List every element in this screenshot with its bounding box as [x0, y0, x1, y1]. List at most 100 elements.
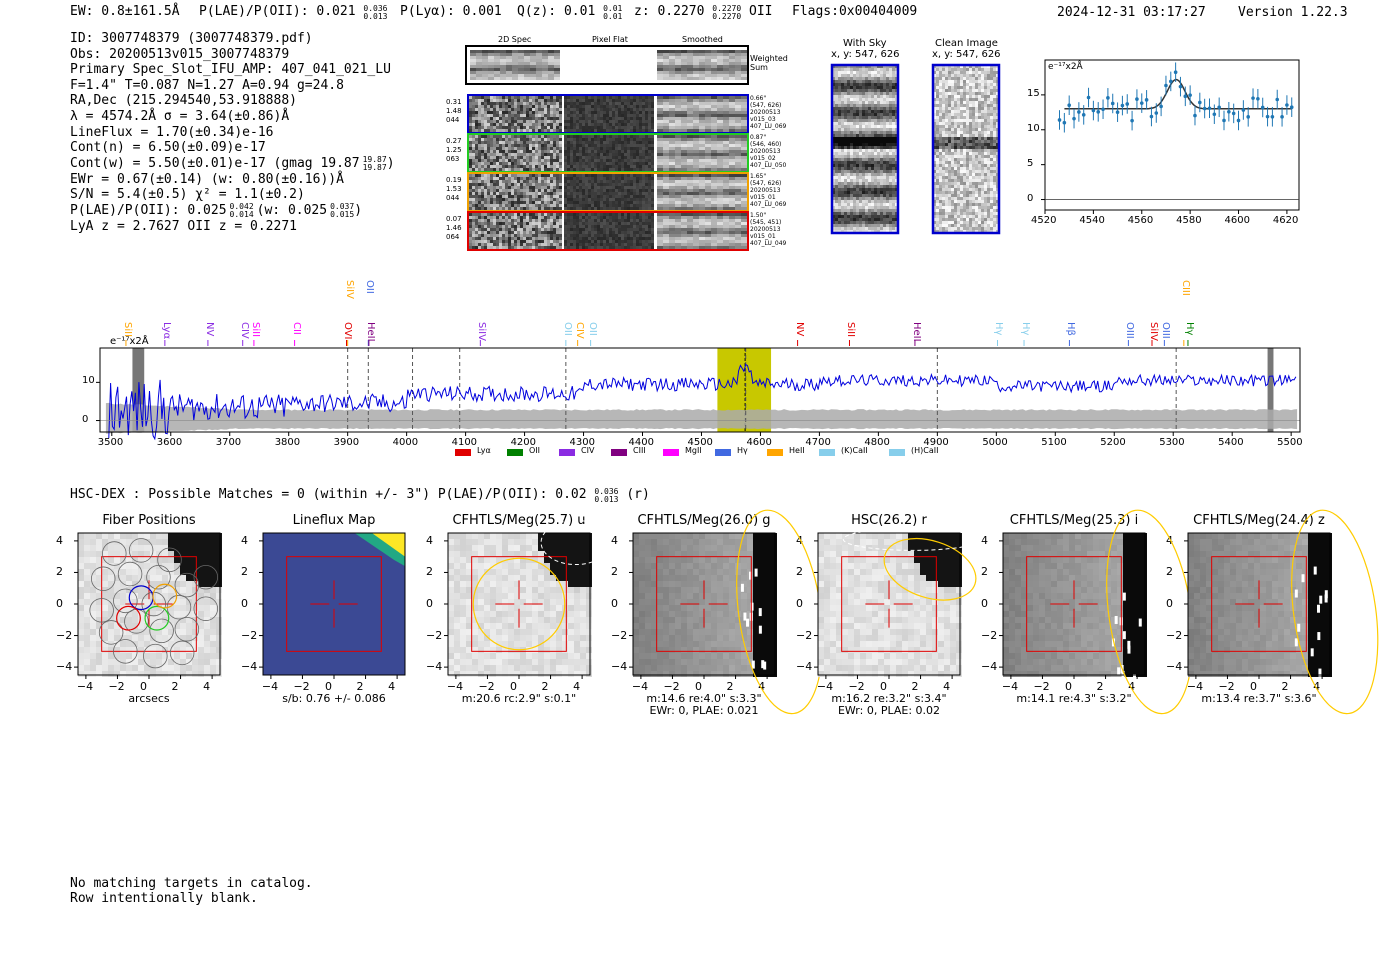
panel-title: CFHTLS/Meg(25.3) i	[1009, 513, 1139, 528]
panel-y-tick-label: 0	[241, 597, 248, 610]
header-qz: Q(z): 0.01 0.01 0.01	[517, 4, 622, 21]
zoom-point	[1270, 115, 1275, 119]
zoom-x-tick-label: 4600	[1224, 215, 1250, 226]
fiber-row-left-label: 0.07 1.46 064	[446, 215, 462, 241]
info-lambda: λ = 4574.2Å σ = 3.64(±0.86)Å	[70, 108, 290, 124]
info-plae-lo: 0.014	[229, 209, 254, 219]
north-label: N	[700, 535, 708, 547]
panel-x-tick-label: 4	[203, 680, 211, 693]
zoom-point	[1149, 114, 1154, 119]
north-label: N	[1070, 535, 1078, 547]
panel-label-2: EWr: 0, PLAE: 0.021	[649, 704, 759, 717]
zoom-point	[1081, 113, 1086, 117]
fiber-smoothed	[657, 174, 747, 210]
east-label: E	[1192, 597, 1200, 608]
legend-swatch	[559, 449, 575, 456]
spectrum-line-label: SiII	[121, 322, 133, 338]
zoom-units: e⁻¹⁷x2Å	[1048, 62, 1083, 72]
zoom-point	[1198, 100, 1202, 105]
zoom-point	[1144, 98, 1149, 102]
zoom-point	[1188, 93, 1192, 97]
spectrum-mask-red	[1267, 348, 1274, 432]
north-label: N	[145, 535, 153, 547]
zoom-point	[1086, 95, 1091, 100]
spectrum-x-tick-label: 3800	[274, 437, 301, 448]
panel-y-tick-label: −2	[426, 628, 443, 642]
north-label: N	[885, 535, 893, 547]
header-qz-value: Q(z): 0.01	[517, 4, 596, 19]
weighted-sum-smoothed	[657, 50, 747, 80]
fiber-circle-orange	[152, 583, 178, 609]
panel-y-tick-label: −2	[981, 628, 998, 642]
clean-image-xy: x, y: 547, 626	[932, 49, 1001, 60]
panel-y-tick-label: 2	[56, 565, 63, 579]
spectrum-line-label: SiII	[845, 322, 857, 338]
spectrum-x-tick-label: 5500	[1277, 437, 1303, 448]
zoom-point	[1202, 106, 1207, 111]
header-ew: EW: 0.8±161.5Å	[70, 4, 180, 19]
zoom-point	[1231, 111, 1236, 116]
fiber-row-frame	[467, 133, 749, 173]
zoom-fit-curve	[1064, 78, 1292, 110]
panel-aperture-box	[841, 556, 937, 652]
panel-image	[263, 533, 405, 675]
panel-x-tick-label: −4	[446, 680, 464, 693]
fiber-smoothed	[657, 96, 747, 132]
zoom-point	[1159, 104, 1163, 109]
east-label: E	[637, 597, 645, 608]
zoom-point	[1217, 105, 1221, 110]
fiber-pixel-flat	[564, 135, 654, 171]
info-id: ID: 3007748379 (3007748379.pdf)	[70, 31, 313, 46]
info-primary: Primary Spec_Slot_IFU_AMP: 407_041_021_L…	[70, 62, 391, 78]
spectrum-x-tick-label: 4700	[805, 437, 831, 448]
panel-aperture-box	[286, 556, 382, 652]
hscdex-lo: 0.013	[594, 495, 619, 504]
panel-y-tick-label: 4	[981, 533, 988, 547]
legend-label: (H)CaII	[911, 446, 939, 455]
panel-y-tick-label: 0	[611, 597, 618, 610]
zoom-y-tick-label: 15	[1027, 87, 1040, 99]
panel-y-tick-label: −4	[796, 660, 813, 674]
spectrum-line-label: CIV	[573, 322, 585, 339]
spectrum-x-tick-label: 5000	[982, 437, 1008, 448]
panel-aperture-box	[656, 556, 752, 652]
zoom-point	[1164, 83, 1168, 88]
fiber-smoothed	[657, 135, 747, 171]
fiber-circle	[89, 598, 114, 623]
clean-image-frame	[931, 63, 1001, 235]
header-qz-lo: 0.01	[603, 12, 623, 21]
fiber-circle	[113, 588, 138, 614]
zoom-point	[1168, 79, 1173, 84]
fiber-row-bg	[468, 212, 748, 250]
aperture-ellipse	[1291, 509, 1379, 715]
panel-y-tick-label: −4	[241, 660, 258, 674]
zoom-point	[1285, 103, 1289, 107]
spectrum-y-tick-label: 0	[82, 413, 89, 425]
panel-image	[1003, 533, 1147, 683]
weighted-sum-2d	[470, 50, 560, 80]
zoom-x-tick-label: 4620	[1272, 215, 1299, 226]
fiber-circle-red	[116, 605, 141, 631]
panel-y-tick-label: 0	[796, 597, 803, 610]
zoom-x-tick-label: 4520	[1031, 215, 1057, 226]
fiber-2d-spec	[469, 96, 562, 132]
spectrum-x-tick-label: 4000	[392, 437, 419, 448]
zoom-y-tick-label: 0	[1027, 192, 1034, 204]
panel-aperture-box	[1211, 556, 1307, 652]
info-plae-w-close: )	[354, 202, 363, 218]
header-z-lo: 0.2270	[712, 12, 742, 21]
panel-x-tick-label: −4	[76, 680, 94, 693]
fiber-2d-spec	[469, 174, 562, 210]
zoom-point	[1072, 116, 1076, 121]
hscdex-tail: (r)	[626, 487, 650, 502]
zoom-point	[1227, 109, 1231, 114]
legend-swatch	[889, 449, 905, 456]
panel-frame	[632, 532, 776, 676]
fiber-row-right-label: 0.66" (547, 626) 20200513 v015_03 407_LU…	[750, 95, 787, 130]
legend-label: OII	[529, 446, 541, 455]
fiber-row-frame	[467, 94, 749, 134]
east-label: E	[822, 597, 830, 608]
spectrum-line-label: Hγ	[1020, 322, 1032, 336]
header-plae-lo: 0.013	[363, 12, 388, 21]
spectrum-line-label: OIII	[1160, 322, 1172, 339]
